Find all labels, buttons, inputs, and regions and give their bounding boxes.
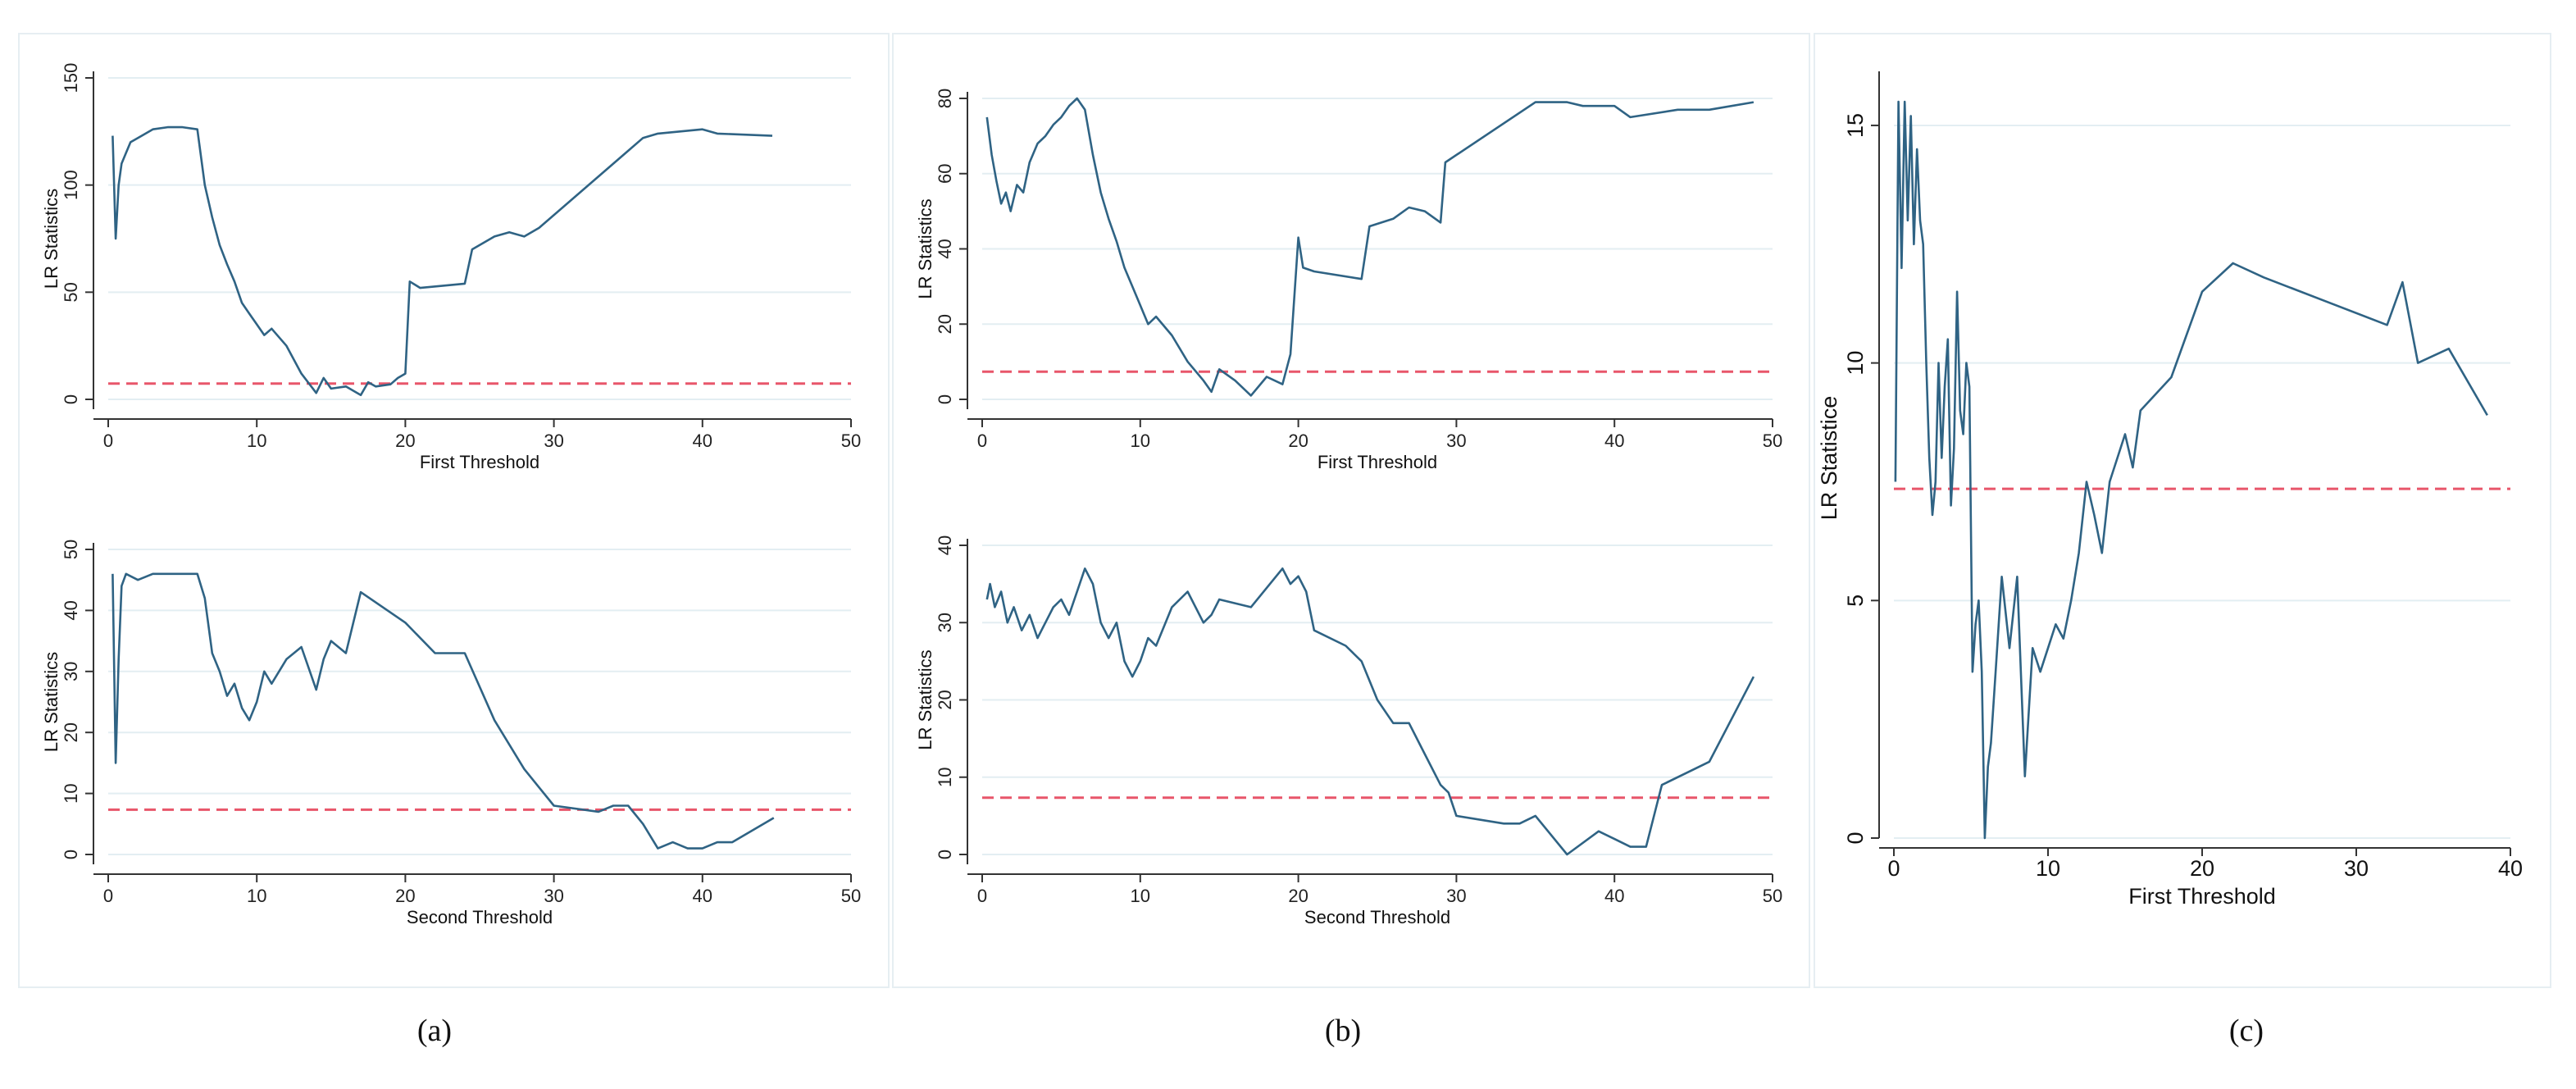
x-tick-label-c-2: 20 xyxy=(2190,856,2214,881)
x-tick-label-b-bottom-1: 10 xyxy=(1131,886,1150,906)
x-tick-label-a-bottom-4: 40 xyxy=(693,886,712,906)
y-tick-label-b-top-2: 40 xyxy=(935,239,955,258)
x-tick-label-b-bottom-5: 50 xyxy=(1763,886,1782,906)
x-tick-label-a-top-3: 30 xyxy=(544,431,563,451)
caption-c: (c) xyxy=(2228,1014,2264,1048)
y-tick-label-c-2: 10 xyxy=(1843,351,1868,376)
chart-b-top: 0 20 40 60 80 0 10 20 30 40 50 First Threshold LR St… xyxy=(915,89,1782,472)
series-line-b-top xyxy=(985,97,1755,397)
x-tick-label-b-top-3: 30 xyxy=(1446,431,1466,451)
x-axis-title-a-top: First Threshold xyxy=(420,452,539,472)
x-tick-label-a-top-0: 0 xyxy=(103,431,113,451)
chart-a-top: 0 50 100 150 0 10 20 30 40 50 First Threshold LR St… xyxy=(41,63,861,472)
y-tick-label-c-1: 5 xyxy=(1843,595,1868,607)
x-tick-label-b-top-1: 10 xyxy=(1131,431,1150,451)
x-tick-label-c-1: 10 xyxy=(2036,856,2060,881)
y-tick-label-a-top-1: 50 xyxy=(61,282,81,302)
y-tick-label-a-bottom-0: 0 xyxy=(61,850,81,859)
x-tick-label-b-bottom-2: 20 xyxy=(1288,886,1308,906)
x-tick-label-a-bottom-2: 20 xyxy=(395,886,415,906)
chart-b-bottom: 0 10 20 30 40 0 10 20 30 40 50 Second Threshold LR S… xyxy=(915,535,1782,927)
panel-a-frame xyxy=(18,33,890,988)
panel-c-frame xyxy=(1814,33,2551,988)
y-tick-label-a-bottom-3: 30 xyxy=(61,662,81,681)
y-axis-title-a-bottom: LR Statistics xyxy=(41,652,61,752)
series-line-a-bottom xyxy=(112,572,775,850)
caption-b: (b) xyxy=(1324,1014,1362,1048)
y-tick-label-c-3: 15 xyxy=(1843,113,1868,138)
x-tick-label-c-4: 40 xyxy=(2498,856,2523,881)
y-tick-label-a-top-0: 0 xyxy=(61,394,81,404)
y-tick-label-b-top-0: 0 xyxy=(935,394,955,404)
x-tick-label-b-top-5: 50 xyxy=(1763,431,1782,451)
x-tick-label-a-top-1: 10 xyxy=(247,431,266,451)
y-tick-label-a-bottom-1: 10 xyxy=(61,783,81,803)
caption-a: (a) xyxy=(416,1014,453,1048)
x-tick-label-b-bottom-0: 0 xyxy=(977,886,987,906)
y-tick-label-b-bottom-3: 30 xyxy=(935,613,955,632)
series-line-a-top xyxy=(112,125,773,397)
x-tick-label-b-top-4: 40 xyxy=(1604,431,1624,451)
chart-a-bottom: 0 10 20 30 40 50 0 10 20 30 40 50 Second Threshold LR… xyxy=(41,540,861,927)
x-tick-label-a-bottom-1: 10 xyxy=(247,886,266,906)
x-tick-label-b-bottom-3: 30 xyxy=(1446,886,1466,906)
y-tick-label-a-bottom-4: 40 xyxy=(61,600,81,620)
x-tick-label-c-0: 0 xyxy=(1887,856,1900,881)
y-axis-title-c: LR Statistice xyxy=(1817,396,1841,521)
x-tick-label-a-bottom-3: 30 xyxy=(544,886,563,906)
x-axis-title-b-bottom: Second Threshold xyxy=(1304,907,1450,927)
y-tick-label-b-bottom-2: 20 xyxy=(935,690,955,709)
y-tick-label-b-top-1: 20 xyxy=(935,314,955,334)
y-tick-label-a-bottom-5: 50 xyxy=(61,540,81,559)
y-tick-label-a-top-3: 150 xyxy=(61,63,81,93)
x-tick-label-b-top-0: 0 xyxy=(977,431,987,451)
y-tick-label-b-top-4: 80 xyxy=(935,89,955,108)
y-tick-label-a-top-2: 100 xyxy=(61,170,81,200)
x-tick-label-a-top-5: 50 xyxy=(841,431,861,451)
x-tick-label-c-3: 30 xyxy=(2344,856,2369,881)
x-axis-title-a-bottom: Second Threshold xyxy=(407,907,553,927)
y-tick-label-a-bottom-2: 20 xyxy=(61,722,81,742)
y-tick-label-b-bottom-1: 10 xyxy=(935,768,955,787)
y-tick-label-b-bottom-0: 0 xyxy=(935,850,955,859)
x-axis-title-b-top: First Threshold xyxy=(1318,452,1437,472)
x-tick-label-a-bottom-0: 0 xyxy=(103,886,113,906)
x-tick-label-b-top-2: 20 xyxy=(1288,431,1308,451)
chart-c: 0 5 10 15 0 10 20 30 40 First Threshold LR Statist… xyxy=(1817,71,2523,909)
y-tick-label-b-bottom-4: 40 xyxy=(935,535,955,555)
x-tick-label-a-bottom-5: 50 xyxy=(841,886,861,906)
y-tick-label-b-top-3: 60 xyxy=(935,164,955,184)
series-line-b-bottom xyxy=(985,567,1755,856)
x-tick-label-a-top-4: 40 xyxy=(693,431,712,451)
y-tick-label-c-0: 0 xyxy=(1843,832,1868,844)
x-tick-label-b-bottom-4: 40 xyxy=(1604,886,1624,906)
y-axis-title-b-top: LR Statistics xyxy=(915,198,935,298)
y-axis-title-b-bottom: LR Statistics xyxy=(915,649,935,750)
x-axis-title-c: First Threshold xyxy=(2128,884,2276,909)
panel-b-frame xyxy=(892,33,1810,988)
y-axis-title-a-top: LR Statistics xyxy=(41,189,61,289)
x-tick-label-a-top-2: 20 xyxy=(395,431,415,451)
series-line-c xyxy=(1894,100,2488,840)
